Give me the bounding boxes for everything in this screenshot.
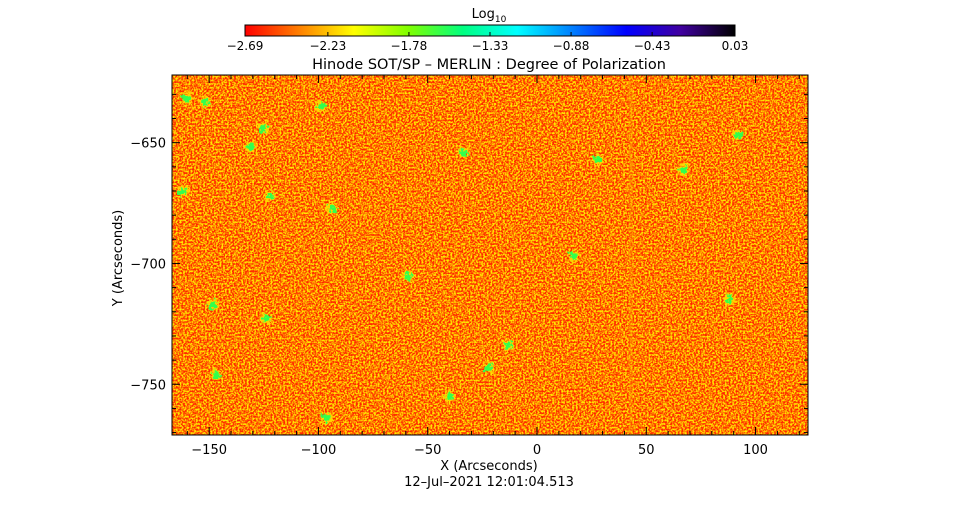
polarization-patch (264, 190, 276, 202)
colorbar-tick-label: −0.43 (634, 39, 671, 53)
x-tick-label: 100 (743, 443, 768, 458)
polarization-patch (315, 100, 327, 112)
colorbar-tick-label: −2.23 (309, 39, 346, 53)
x-tick-label: −50 (414, 443, 441, 458)
patch-lobe (208, 304, 213, 309)
polarization-patch (503, 340, 515, 352)
polarization-patch (181, 93, 193, 105)
polarization-patches (177, 93, 744, 424)
polarization-patch (326, 202, 338, 214)
patch-lobe (181, 94, 187, 100)
polarization-patch (210, 369, 222, 381)
colorbar-ticks: −2.69 −2.23 −1.78 −1.33 −0.88 −0.43 0.03 (227, 32, 749, 53)
patch-lobe (405, 275, 411, 280)
polarization-patch (457, 146, 469, 158)
polarization-patch (483, 361, 495, 373)
colorbar-tick-label: −2.69 (227, 39, 264, 53)
polarization-patch (199, 96, 211, 108)
patch-lobe (177, 190, 183, 196)
patch-lobe (266, 314, 272, 320)
patch-lobe (681, 168, 686, 174)
plot-area: −150 −100 −50 0 50 100 −650 −700 −750 (130, 74, 809, 458)
patch-lobe (202, 101, 208, 106)
polarization-patch (208, 299, 220, 311)
polarization-patch (568, 250, 580, 262)
patch-lobe (483, 366, 489, 372)
colorbar-tick-label: 0.03 (722, 39, 749, 53)
x-tick-label: 50 (638, 443, 655, 458)
y-tick-label: −700 (130, 257, 166, 272)
polarization-patch (245, 141, 257, 153)
chart-title: Hinode SOT/SP – MERLIN : Degree of Polar… (312, 57, 666, 73)
polarization-patch (260, 313, 272, 325)
plot-frame (171, 74, 809, 436)
patch-lobe (738, 131, 744, 136)
y-tick-label: −650 (130, 137, 166, 152)
patch-lobe (726, 295, 732, 301)
patch-lobe (447, 395, 452, 401)
patch-lobe (248, 143, 254, 148)
colorbar-tick-label: −1.78 (391, 39, 428, 53)
vertical-stripe (628, 75, 633, 435)
polarization-patch (402, 270, 414, 282)
colorbar-label-base: Log (472, 7, 495, 22)
polarization-patch (177, 185, 189, 197)
polarization-patch (321, 412, 333, 424)
heatmap-texture (172, 75, 808, 435)
patch-lobe (267, 191, 273, 197)
polarization-patch (723, 294, 735, 306)
polarization-patch (444, 390, 456, 402)
y-tick-label: −750 (130, 378, 166, 393)
x-axis-label: X (Arcseconds) (440, 459, 537, 474)
patch-lobe (463, 151, 469, 157)
colorbar-tick-label: −1.33 (472, 39, 509, 53)
x-tick-label: 0 (533, 443, 541, 458)
y-axis-ticks: −650 −700 −750 (130, 93, 808, 434)
y-axis-label: Y (Arcseconds) (111, 210, 126, 307)
patch-lobe (506, 341, 511, 347)
x-axis-ticks: −150 −100 −50 0 50 100 (186, 75, 800, 458)
colorbar-label: Log10 (472, 7, 507, 25)
timestamp: 12–Jul–2021 12:01:04.513 (404, 475, 574, 490)
patch-lobe (568, 251, 574, 257)
x-tick-label: −150 (191, 443, 227, 458)
colorbar-label-subscript: 10 (495, 15, 507, 25)
x-tick-label: −100 (301, 443, 337, 458)
patch-lobe (592, 155, 598, 160)
polarization-patch (732, 129, 744, 141)
patch-lobe (216, 374, 222, 379)
polarization-patch (677, 163, 689, 175)
patch-lobe (321, 102, 327, 107)
polarization-patch (592, 154, 604, 166)
patch-lobe (258, 127, 264, 133)
colorbar-tick-label: −0.88 (553, 39, 590, 53)
heatmap-image (172, 75, 808, 435)
colorbar: Log10 −2.69 −2.23 −1.78 −1.33 −0.88 −0.43 0.03 (227, 7, 749, 53)
patch-lobe (321, 413, 327, 419)
patch-lobe (332, 207, 337, 213)
polarization-patch (258, 122, 270, 134)
